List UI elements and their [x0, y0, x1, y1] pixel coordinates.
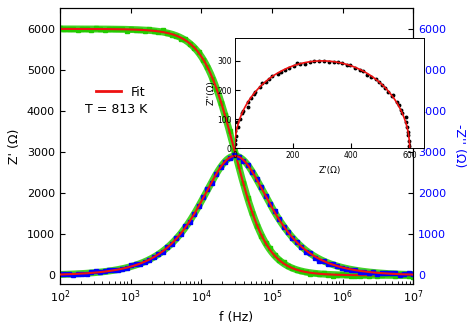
Y-axis label: -Z'' (Ω): -Z'' (Ω): [453, 124, 465, 168]
Y-axis label: Z' (Ω): Z' (Ω): [9, 128, 21, 164]
Text: T = 813 K: T = 813 K: [85, 103, 147, 116]
Legend: Fit: Fit: [91, 81, 150, 104]
X-axis label: Z'(Ω): Z'(Ω): [318, 166, 341, 175]
Y-axis label: Z''(Ω): Z''(Ω): [207, 81, 216, 105]
X-axis label: f (Hz): f (Hz): [219, 311, 254, 324]
